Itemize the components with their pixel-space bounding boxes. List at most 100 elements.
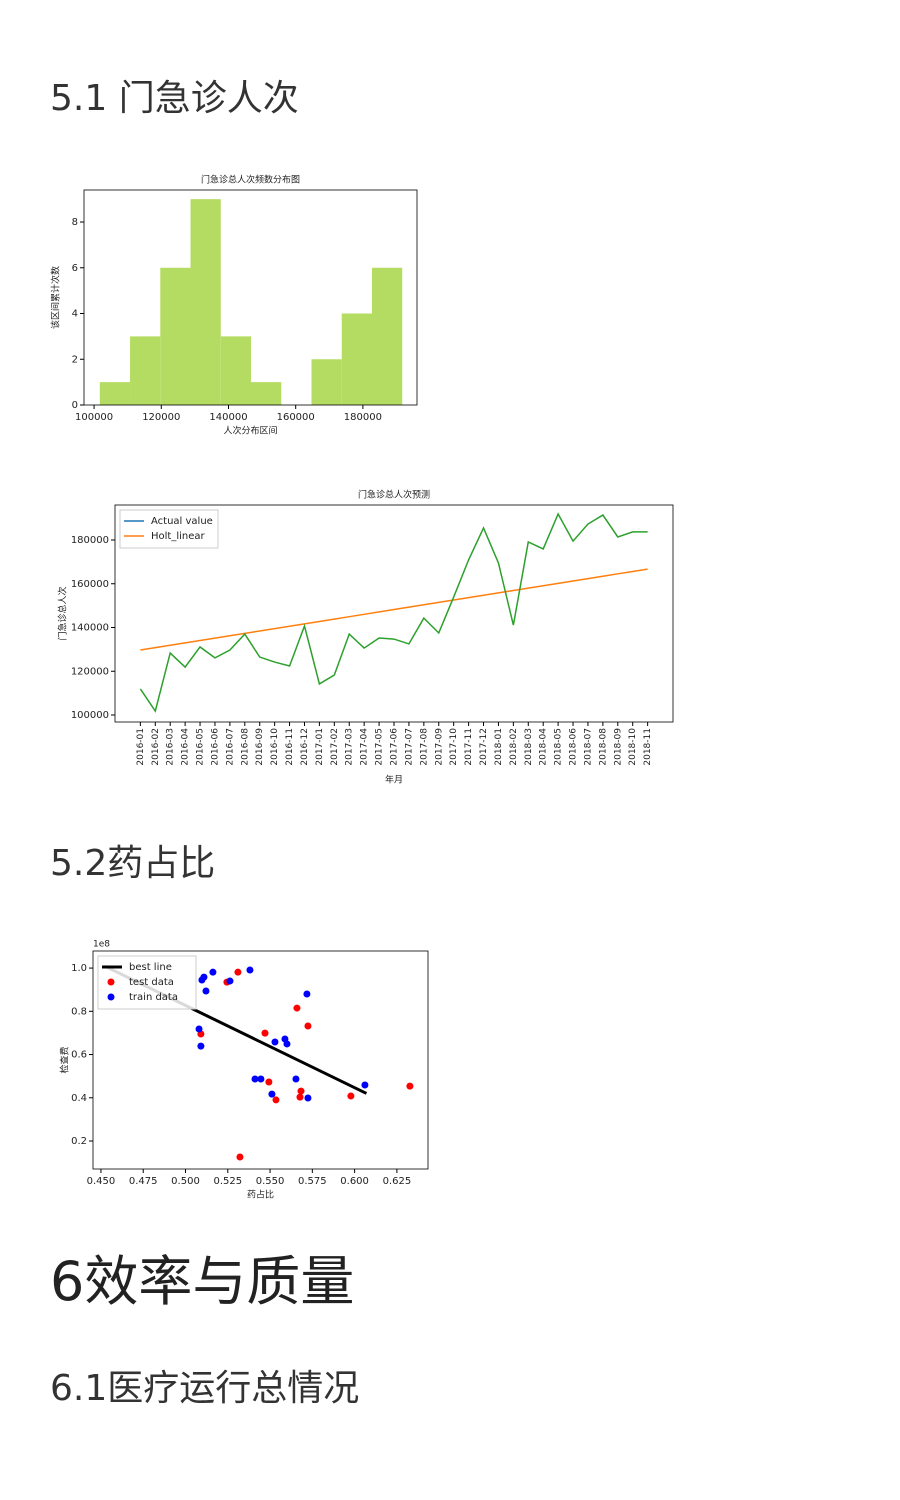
x-tick-label: 2016-09 xyxy=(255,728,265,766)
x-tick-label: 2017-04 xyxy=(360,728,370,766)
y-tick-label: 140000 xyxy=(71,623,109,634)
x-tick-label: 2016-01 xyxy=(136,728,146,766)
point xyxy=(304,1022,312,1030)
x-tick-label: 2017-11 xyxy=(464,728,474,766)
x-tick-label: 2017-09 xyxy=(434,728,444,766)
point xyxy=(304,1094,312,1102)
point xyxy=(271,1038,279,1046)
y-tick-label: 160000 xyxy=(71,579,109,590)
x-tick-label: 2016-02 xyxy=(151,728,161,766)
x-tick-label: 2017-01 xyxy=(315,728,325,766)
y-tick-label: 0.2 xyxy=(71,1136,87,1147)
heading: 5.1 门急诊人次 xyxy=(50,78,299,119)
point xyxy=(197,1042,205,1050)
axes-frame xyxy=(114,504,674,723)
y-tick-label: 120000 xyxy=(71,666,109,677)
x-tick-label: 160000 xyxy=(277,412,315,423)
point xyxy=(195,1025,203,1033)
point xyxy=(283,1040,291,1048)
y-tick-label: 0.8 xyxy=(71,1006,87,1017)
y-tick-label: 100000 xyxy=(71,710,109,721)
legend-label: best line xyxy=(129,962,172,973)
y-tick-label: 6 xyxy=(72,263,78,274)
x-tick-label: 0.575 xyxy=(298,1176,327,1187)
bar xyxy=(220,336,252,405)
y-tick-label: 180000 xyxy=(71,535,109,546)
heading: 6.1医疗运行总情况 xyxy=(50,1368,359,1409)
chart-title: 门急诊总人次频数分布图 xyxy=(201,174,300,186)
x-axis-label: 年月 xyxy=(385,774,403,786)
x-tick-label: 0.550 xyxy=(256,1176,285,1187)
x-tick-label: 2017-12 xyxy=(479,728,489,766)
x-tick-label: 2016-03 xyxy=(166,728,176,766)
bar xyxy=(371,267,403,405)
legend-swatch xyxy=(107,978,115,986)
chart-title: 门急诊总人次预测 xyxy=(358,489,430,501)
legend-label: Holt_linear xyxy=(151,531,206,542)
legend-swatch xyxy=(107,993,115,1001)
point xyxy=(268,1090,276,1098)
x-tick-label: 0.450 xyxy=(87,1176,116,1187)
x-tick-label: 2017-08 xyxy=(419,728,429,766)
axes-frame xyxy=(83,189,418,406)
x-axis-label: 人次分布区间 xyxy=(223,425,277,437)
y-tick-label: 0.6 xyxy=(71,1050,87,1061)
y-tick-label: 0 xyxy=(72,400,78,411)
point xyxy=(236,1153,244,1161)
x-tick-label: 2016-06 xyxy=(210,728,220,766)
point xyxy=(226,977,234,985)
x-tick-label: 2018-11 xyxy=(643,728,653,766)
axes-frame xyxy=(92,950,429,1170)
y-tick-label: 2 xyxy=(72,354,78,365)
x-tick-label: 0.625 xyxy=(383,1176,412,1187)
point xyxy=(198,976,206,984)
point xyxy=(292,1075,300,1083)
x-tick-label: 2018-01 xyxy=(494,728,504,766)
y-tick-label: 1.0 xyxy=(71,963,87,974)
bar xyxy=(160,267,191,405)
x-tick-label: 2016-05 xyxy=(196,728,206,766)
x-tick-label: 2017-02 xyxy=(330,728,340,766)
point xyxy=(251,1075,259,1083)
legend-label: train data xyxy=(129,992,178,1003)
x-tick-label: 2017-05 xyxy=(375,728,385,766)
y-axis-label: 检查费 xyxy=(59,1046,71,1073)
point xyxy=(234,968,242,976)
series-line xyxy=(140,568,648,651)
x-tick-label: 2018-10 xyxy=(628,728,638,766)
x-tick-label: 2016-12 xyxy=(300,728,310,766)
x-tick-label: 2018-08 xyxy=(598,728,608,766)
heading: 6效率与质量 xyxy=(50,1250,354,1313)
series-line xyxy=(139,512,648,713)
point xyxy=(246,966,254,974)
bar xyxy=(190,199,221,405)
x-tick-label: 2018-03 xyxy=(524,728,534,766)
y-tick-label: 4 xyxy=(72,309,78,320)
x-tick-label: 2018-09 xyxy=(613,728,623,766)
heading: 5.2药占比 xyxy=(50,843,215,884)
bar xyxy=(341,313,372,405)
y-tick-label: 0.4 xyxy=(71,1093,87,1104)
offset-label: 1e8 xyxy=(93,940,110,950)
x-tick-label: 2016-11 xyxy=(285,728,295,766)
bar xyxy=(130,336,161,405)
bar xyxy=(99,382,131,405)
legend-box xyxy=(119,509,219,549)
x-tick-label: 2018-07 xyxy=(583,728,593,766)
x-tick-label: 0.600 xyxy=(340,1176,369,1187)
bar xyxy=(311,359,342,405)
legend-label: Actual value xyxy=(151,516,213,527)
point xyxy=(293,1004,301,1012)
x-tick-label: 0.475 xyxy=(129,1176,158,1187)
y-tick-label: 8 xyxy=(72,217,78,228)
x-tick-label: 2018-05 xyxy=(554,728,564,766)
point xyxy=(361,1081,369,1089)
x-tick-label: 2017-03 xyxy=(345,728,355,766)
point xyxy=(202,987,210,995)
point xyxy=(257,1075,265,1083)
point xyxy=(303,990,311,998)
x-tick-label: 2016-08 xyxy=(240,728,250,766)
point xyxy=(265,1078,273,1086)
point xyxy=(261,1029,269,1037)
